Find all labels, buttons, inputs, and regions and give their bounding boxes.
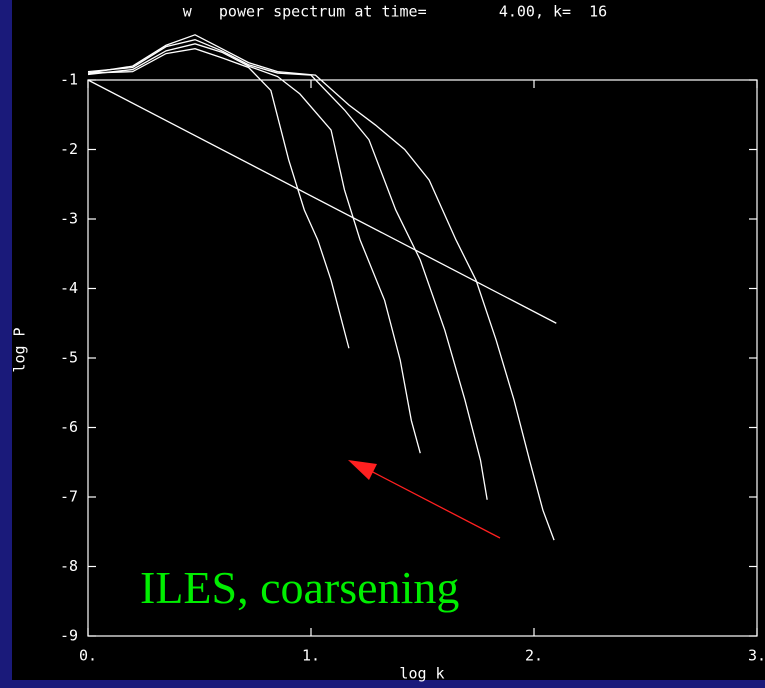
x-tick-label: 3.	[748, 647, 765, 665]
spectrum-line	[87, 48, 350, 349]
y-tick-label: -6	[60, 418, 78, 436]
arrow-shaft	[364, 467, 501, 539]
y-tick-label: -2	[60, 140, 78, 158]
plot-background	[12, 0, 765, 680]
x-tick-label: 2.	[525, 647, 543, 665]
y-tick-label: -5	[60, 349, 78, 367]
y-tick-label: -8	[60, 557, 78, 575]
spectrum-line	[87, 43, 421, 454]
spectrum-line	[87, 34, 555, 541]
y-axis-label: log P	[11, 327, 29, 372]
spectrum-line	[87, 79, 557, 324]
spectrum-line	[87, 39, 488, 500]
y-tick-label: -9	[60, 627, 78, 645]
y-tick-label: -4	[60, 279, 78, 297]
chart-title: w power spectrum at time= 4.00, k= 16	[183, 3, 607, 21]
x-tick-label: 1.	[302, 647, 320, 665]
y-tick-label: -7	[60, 488, 78, 506]
y-tick-label: -3	[60, 210, 78, 228]
y-tick-label: -1	[60, 71, 78, 89]
annotation: ILES, coarsening	[140, 562, 459, 613]
x-tick-label: 0.	[79, 647, 97, 665]
x-axis-label: log k	[399, 665, 444, 683]
arrow-head	[348, 460, 377, 480]
